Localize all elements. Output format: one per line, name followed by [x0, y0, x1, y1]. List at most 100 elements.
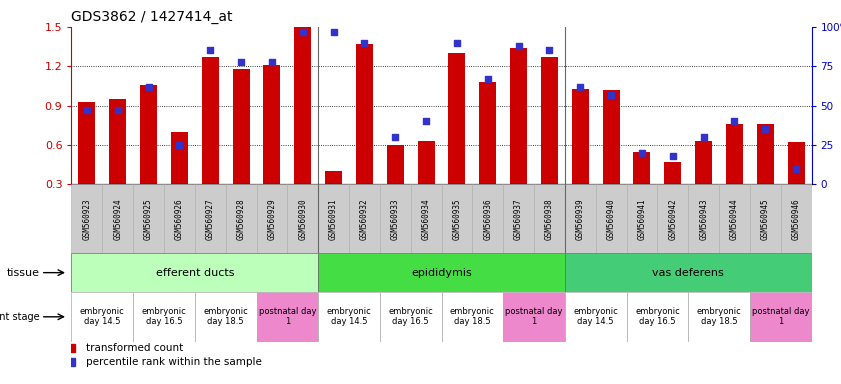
- Bar: [410, 184, 442, 253]
- Bar: [565, 292, 627, 342]
- Point: [790, 166, 803, 172]
- Bar: [349, 184, 380, 253]
- Text: efferent ducts: efferent ducts: [156, 268, 234, 278]
- Bar: [719, 184, 750, 253]
- Text: GSM560943: GSM560943: [699, 198, 708, 240]
- Text: embryonic
day 16.5: embryonic day 16.5: [389, 307, 433, 326]
- Text: GSM560926: GSM560926: [175, 198, 184, 240]
- Point: [727, 118, 741, 124]
- Bar: [780, 184, 812, 253]
- Bar: [750, 292, 812, 342]
- Bar: [448, 53, 465, 223]
- Text: percentile rank within the sample: percentile rank within the sample: [86, 357, 262, 367]
- Text: GSM560937: GSM560937: [514, 198, 523, 240]
- Text: GSM560928: GSM560928: [236, 198, 246, 240]
- Text: embryonic
day 18.5: embryonic day 18.5: [204, 307, 248, 326]
- Point: [172, 142, 186, 148]
- Text: GSM560938: GSM560938: [545, 198, 554, 240]
- Bar: [257, 184, 288, 253]
- Bar: [627, 184, 658, 253]
- Bar: [195, 292, 257, 342]
- Text: GSM560942: GSM560942: [669, 198, 677, 240]
- Point: [142, 84, 156, 90]
- Bar: [318, 292, 380, 342]
- Text: embryonic
day 14.5: embryonic day 14.5: [326, 307, 372, 326]
- Bar: [71, 184, 103, 253]
- Bar: [202, 57, 219, 223]
- Bar: [442, 184, 473, 253]
- Text: postnatal day
1: postnatal day 1: [505, 307, 563, 326]
- Bar: [325, 171, 342, 223]
- Bar: [387, 145, 404, 223]
- Text: GSM560945: GSM560945: [761, 198, 770, 240]
- Bar: [71, 292, 133, 342]
- Bar: [572, 89, 589, 223]
- Bar: [133, 184, 164, 253]
- Bar: [757, 124, 774, 223]
- Point: [759, 126, 772, 132]
- Bar: [750, 184, 780, 253]
- Bar: [633, 152, 650, 223]
- Bar: [195, 184, 225, 253]
- Bar: [164, 184, 195, 253]
- Bar: [788, 142, 805, 223]
- Text: transformed count: transformed count: [86, 343, 183, 354]
- Point: [420, 118, 433, 124]
- Bar: [688, 184, 719, 253]
- Text: postnatal day
1: postnatal day 1: [752, 307, 810, 326]
- Text: GSM560930: GSM560930: [299, 198, 307, 240]
- Text: GDS3862 / 1427414_at: GDS3862 / 1427414_at: [71, 10, 233, 25]
- Point: [265, 58, 278, 65]
- Text: embryonic
day 18.5: embryonic day 18.5: [696, 307, 742, 326]
- Bar: [688, 292, 750, 342]
- Bar: [534, 184, 565, 253]
- Text: GSM560933: GSM560933: [391, 198, 399, 240]
- Point: [666, 153, 680, 159]
- Bar: [627, 292, 688, 342]
- Text: GSM560944: GSM560944: [730, 198, 739, 240]
- Point: [204, 47, 217, 53]
- Bar: [380, 184, 410, 253]
- Text: embryonic
day 14.5: embryonic day 14.5: [574, 307, 618, 326]
- Bar: [658, 184, 688, 253]
- Text: GSM560946: GSM560946: [791, 198, 801, 240]
- Point: [357, 40, 371, 46]
- Bar: [595, 184, 627, 253]
- Text: embryonic
day 18.5: embryonic day 18.5: [450, 307, 495, 326]
- Bar: [318, 184, 349, 253]
- Bar: [503, 292, 565, 342]
- Bar: [103, 184, 133, 253]
- Text: development stage: development stage: [0, 312, 40, 322]
- Bar: [541, 57, 558, 223]
- Text: embryonic
day 16.5: embryonic day 16.5: [141, 307, 187, 326]
- Bar: [696, 141, 712, 223]
- Point: [481, 76, 495, 82]
- Bar: [503, 184, 534, 253]
- Point: [450, 40, 463, 46]
- Text: GSM560939: GSM560939: [576, 198, 584, 240]
- Text: GSM560925: GSM560925: [144, 198, 153, 240]
- Text: embryonic
day 16.5: embryonic day 16.5: [635, 307, 680, 326]
- Text: GSM560923: GSM560923: [82, 198, 92, 240]
- Bar: [380, 292, 442, 342]
- Text: epididymis: epididymis: [411, 268, 472, 278]
- Bar: [510, 48, 527, 223]
- Text: GSM560936: GSM560936: [484, 198, 492, 240]
- Text: GSM560927: GSM560927: [206, 198, 214, 240]
- Bar: [418, 141, 435, 223]
- Text: GSM560934: GSM560934: [421, 198, 431, 240]
- Bar: [225, 184, 257, 253]
- Bar: [664, 162, 681, 223]
- Bar: [109, 99, 126, 223]
- Text: GSM560924: GSM560924: [114, 198, 122, 240]
- Bar: [565, 253, 812, 292]
- Text: GSM560940: GSM560940: [606, 198, 616, 240]
- Text: GSM560931: GSM560931: [329, 198, 338, 240]
- Bar: [171, 132, 188, 223]
- Point: [605, 91, 618, 98]
- Point: [235, 58, 248, 65]
- Bar: [726, 124, 743, 223]
- Point: [296, 28, 309, 35]
- Bar: [294, 27, 311, 223]
- Text: postnatal day
1: postnatal day 1: [258, 307, 316, 326]
